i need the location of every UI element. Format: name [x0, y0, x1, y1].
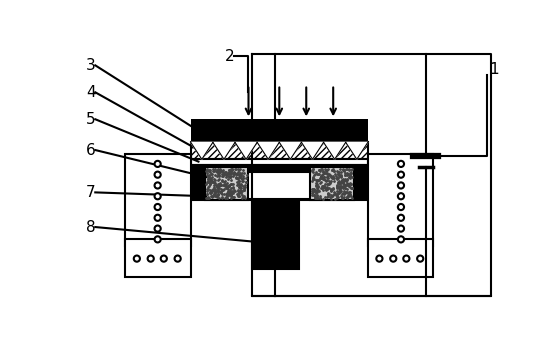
Bar: [125, 239, 191, 277]
Text: 5: 5: [86, 112, 95, 127]
Circle shape: [155, 161, 161, 167]
Polygon shape: [346, 142, 368, 159]
Bar: [368, 239, 433, 277]
Polygon shape: [191, 142, 213, 159]
Circle shape: [155, 215, 161, 221]
Circle shape: [398, 193, 404, 199]
Bar: [191, 119, 368, 142]
Circle shape: [417, 256, 423, 262]
Bar: [191, 159, 368, 165]
Circle shape: [398, 171, 404, 178]
Circle shape: [155, 182, 161, 189]
Circle shape: [398, 226, 404, 232]
Bar: [191, 165, 368, 200]
Text: 8: 8: [86, 220, 95, 234]
Text: 3: 3: [86, 58, 96, 73]
Text: 2: 2: [225, 49, 234, 64]
Circle shape: [398, 215, 404, 221]
Circle shape: [155, 226, 161, 232]
Bar: [191, 142, 368, 159]
Polygon shape: [213, 142, 235, 159]
Text: 1: 1: [489, 62, 499, 77]
Bar: [310, 167, 354, 200]
Circle shape: [155, 193, 161, 199]
Circle shape: [134, 256, 140, 262]
Polygon shape: [235, 142, 257, 159]
Circle shape: [398, 161, 404, 167]
Circle shape: [390, 256, 396, 262]
Circle shape: [175, 256, 181, 262]
Polygon shape: [324, 142, 346, 159]
Circle shape: [155, 171, 161, 178]
Text: 4: 4: [86, 85, 95, 100]
Bar: [125, 154, 191, 246]
Circle shape: [403, 256, 409, 262]
Circle shape: [398, 236, 404, 243]
Circle shape: [376, 256, 382, 262]
Circle shape: [398, 182, 404, 189]
Polygon shape: [301, 142, 324, 159]
Text: 6: 6: [86, 143, 96, 158]
Bar: [204, 167, 249, 200]
Polygon shape: [257, 142, 279, 159]
Circle shape: [155, 236, 161, 243]
Bar: [204, 172, 354, 199]
Circle shape: [155, 204, 161, 210]
Polygon shape: [279, 142, 301, 159]
Text: 7: 7: [86, 185, 95, 200]
Bar: [253, 200, 298, 269]
Circle shape: [398, 204, 404, 210]
Bar: [368, 154, 433, 246]
Circle shape: [148, 256, 154, 262]
Circle shape: [161, 256, 167, 262]
